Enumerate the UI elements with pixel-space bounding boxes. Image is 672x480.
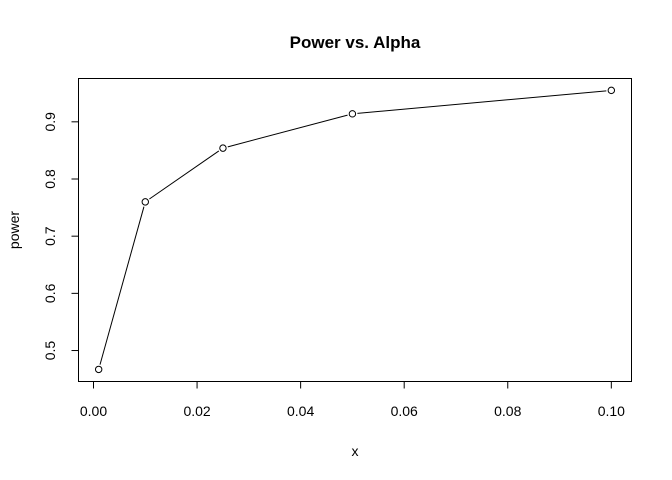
x-tick-label: 0.04 xyxy=(287,403,314,419)
series-line-segment xyxy=(357,90,607,114)
data-point xyxy=(219,144,227,152)
y-tick-label: 0.6 xyxy=(42,283,58,303)
x-axis-label: x xyxy=(352,443,359,459)
x-axis: 0.00 0.02 0.04 0.06 0.08 0.10 xyxy=(80,381,625,419)
data-point xyxy=(348,110,357,118)
series-line-segment xyxy=(99,206,145,365)
x-tick-label: 0.06 xyxy=(391,403,418,419)
y-tick-label: 0.8 xyxy=(42,169,58,189)
data-point xyxy=(607,86,616,95)
chart-title: Power vs. Alpha xyxy=(290,33,421,52)
x-tick-label: 0.00 xyxy=(80,403,107,419)
series-line-segment xyxy=(149,150,220,200)
y-axis: 0.5 0.6 0.7 0.8 0.9 xyxy=(42,112,79,360)
y-tick-label: 0.9 xyxy=(42,112,58,132)
x-tick-label: 0.10 xyxy=(598,403,625,419)
data-series xyxy=(94,86,616,374)
x-tick-label: 0.02 xyxy=(183,403,210,419)
y-tick-label: 0.5 xyxy=(42,341,58,361)
data-point xyxy=(141,198,149,206)
plot-area-frame xyxy=(78,78,632,382)
series-line-segment xyxy=(227,114,348,148)
y-axis-label: power xyxy=(6,211,22,249)
y-tick-label: 0.7 xyxy=(42,226,58,246)
x-tick-label: 0.08 xyxy=(494,403,521,419)
data-point xyxy=(94,365,103,374)
